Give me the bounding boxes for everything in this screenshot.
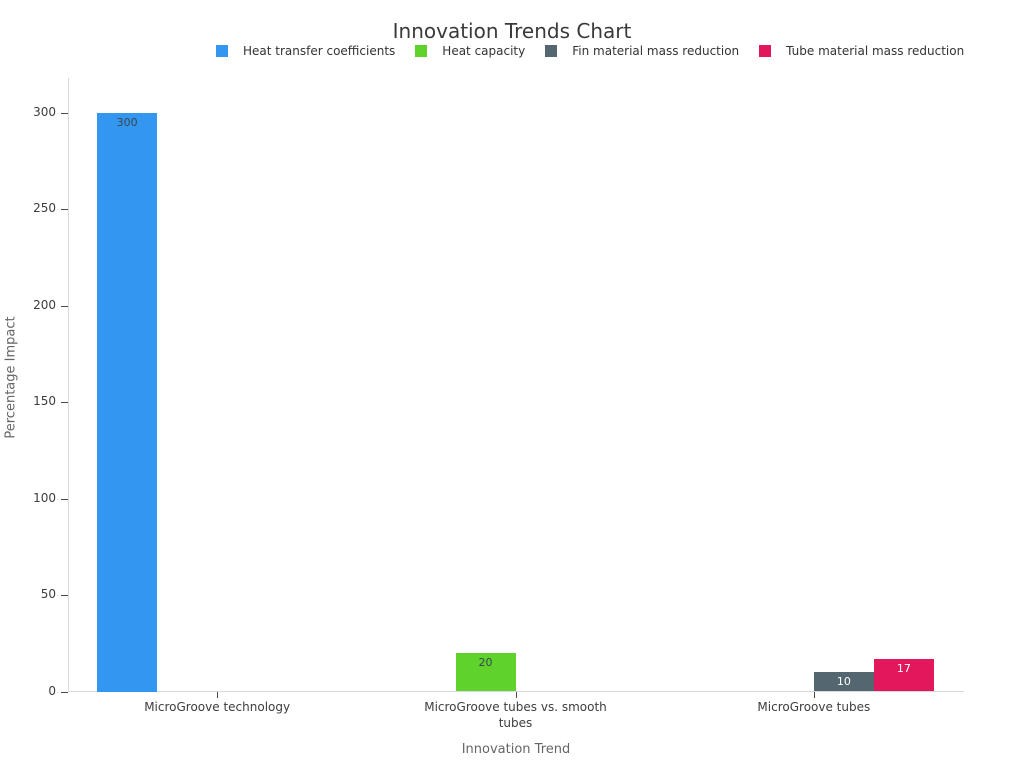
bar-value-label: 17 [896,661,911,675]
legend-label: Fin material mass reduction [572,44,740,58]
y-tick-mark [61,113,68,114]
bar-value-label: 10 [836,675,851,689]
x-category-label: MicroGroove tubes vs. smooth tubes [424,700,607,730]
legend-swatch-icon [759,45,772,57]
y-tick-mark [61,209,68,210]
legend-label: Heat capacity [442,44,526,58]
chart-title: Innovation Trends Chart [392,19,632,43]
legend-item: Heat transfer coefficients [216,44,395,58]
legend-swatch-icon [216,45,228,57]
bar [97,112,158,692]
legend-item: Heat capacity [415,44,525,58]
legend-item: Tube material mass reduction [759,44,964,58]
y-tick-mark [61,306,68,307]
x-axis-title: Innovation Trend [461,742,571,757]
y-tick-label: 300 [33,104,56,119]
legend-item: Fin material mass reduction [545,44,739,58]
legend-swatch-icon [415,45,428,57]
y-tick-mark [61,595,68,596]
y-tick-mark [61,402,68,403]
bar [455,652,516,692]
y-tick-label: 250 [33,201,56,215]
y-tick-label: 50 [40,587,56,601]
bar [873,658,934,692]
x-category-label: MicroGroove technology [144,700,291,714]
bar-value-label: 20 [478,655,493,669]
x-tick-mark [515,692,517,698]
legend-label: Heat transfer coefficients [243,44,396,58]
x-tick-mark [217,692,219,698]
legend-swatch-icon [545,45,558,57]
y-tick-label: 150 [33,394,56,408]
y-tick-mark [61,692,68,693]
y-tick-label: 0 [48,683,56,698]
plot-area [68,78,964,692]
bar [813,672,874,692]
y-tick-label: 200 [33,297,56,312]
y-tick-mark [61,499,68,500]
legend-label: Tube material mass reduction [786,44,965,58]
bar-value-label: 300 [116,115,138,129]
x-category-label: MicroGroove tubes [757,700,871,714]
y-tick-label: 100 [33,490,56,505]
chart-legend: Heat transfer coefficients Heat capacity F… [216,44,964,58]
x-tick-mark [813,692,815,698]
